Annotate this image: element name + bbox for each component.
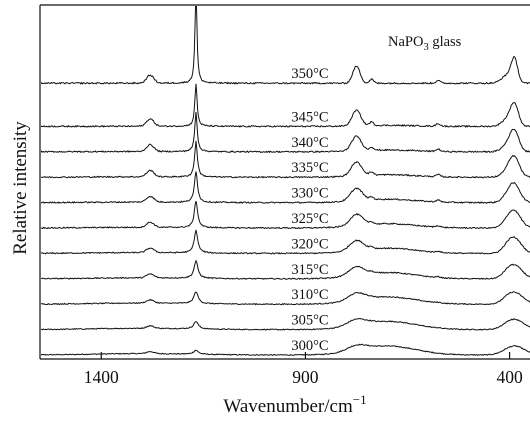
series-label-315: 315°C	[291, 262, 328, 278]
x-tick-label-1400: 1400	[84, 367, 119, 387]
glass-annotation-subscript: 3	[423, 42, 428, 53]
spectrum-line-300	[41, 343, 530, 357]
spectrum-line-305	[41, 317, 530, 331]
series-label-320: 320°C	[291, 236, 328, 252]
x-tick-layer: 1400 900 400	[84, 352, 523, 387]
series-label-305: 305°C	[291, 313, 328, 329]
series-label-310: 310°C	[291, 287, 328, 303]
spectrum-line-320	[41, 229, 530, 255]
spectrum-line-350	[41, 6, 530, 85]
series-label-layer: 300°C 305°C 310°C 315°C 320°C 325°C 330°C 335°C…	[291, 66, 328, 354]
x-axis-label-text: Wavenumber/cm	[223, 396, 353, 417]
spectrum-line-345	[41, 83, 530, 128]
glass-annotation: NaPO3 glass	[388, 34, 462, 53]
x-axis-label-superscript: −1	[353, 392, 367, 407]
series-label-330: 330°C	[291, 186, 328, 202]
series-label-350: 350°C	[291, 66, 328, 82]
series-label-340: 340°C	[291, 135, 328, 151]
series-label-335: 335°C	[291, 160, 328, 176]
series-label-325: 325°C	[291, 211, 328, 227]
x-axis-label: Wavenumber/cm−1	[223, 392, 366, 417]
x-tick-label-900: 900	[292, 367, 319, 387]
spectrum-line-330	[41, 171, 530, 204]
spectrum-line-335	[41, 140, 530, 179]
series-label-300: 300°C	[291, 338, 328, 354]
spectrum-line-325	[41, 200, 530, 230]
y-axis-label: Relative intensity	[10, 121, 31, 255]
series-layer	[41, 6, 530, 357]
spectrum-line-310	[41, 291, 530, 306]
series-label-345: 345°C	[291, 109, 328, 125]
x-tick-label-400: 400	[496, 367, 523, 387]
spectrum-line-315	[41, 259, 530, 280]
glass-annotation-suffix: glass	[429, 34, 462, 50]
spectrum-line-340	[41, 112, 530, 154]
glass-annotation-prefix: NaPO	[388, 34, 423, 50]
